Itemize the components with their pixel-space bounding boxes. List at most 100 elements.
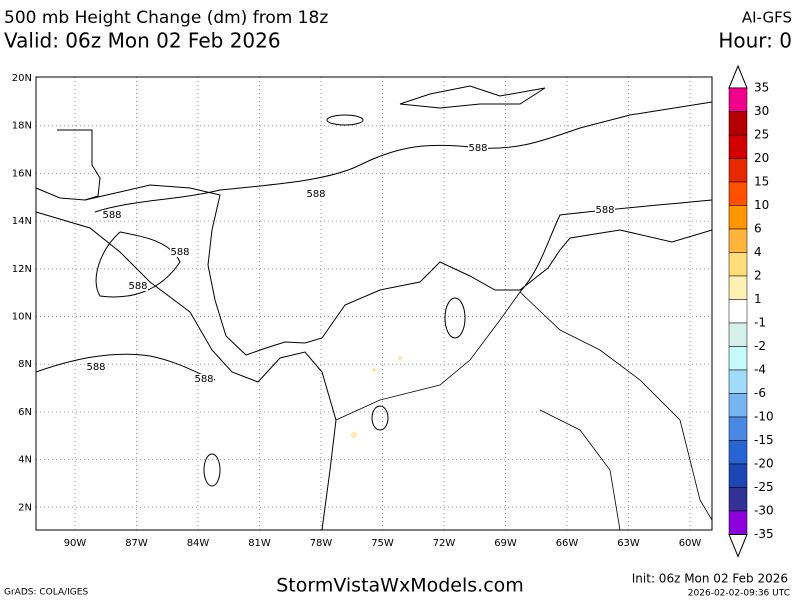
lat-label: 16N xyxy=(12,168,32,179)
contour-label: 588 xyxy=(194,374,213,385)
init-time: Init: 06z Mon 02 Feb 2026 xyxy=(632,572,788,586)
lon-label: 72W xyxy=(433,538,456,549)
contour-label-bg xyxy=(595,205,615,215)
colorbar-box xyxy=(728,158,748,183)
map-frame xyxy=(35,76,713,531)
shaded-dot xyxy=(372,368,376,372)
colorbar-box xyxy=(728,346,748,371)
colorbar-label: -35 xyxy=(754,527,774,541)
island xyxy=(203,453,221,487)
lon-label: 75W xyxy=(371,538,394,549)
lat-label: 6N xyxy=(18,407,32,418)
island xyxy=(326,114,364,126)
colorbar-label: 30 xyxy=(754,104,769,118)
title: 500 mb Height Change (dm) from 18z xyxy=(4,8,328,28)
lat-label: 4N xyxy=(18,455,32,466)
contour-label: 588 xyxy=(86,362,105,373)
colorbar-box xyxy=(728,275,748,300)
colorbar-label: -4 xyxy=(754,363,766,377)
colorbar-box xyxy=(728,181,748,206)
contour-label: 588 xyxy=(128,281,147,292)
lon-label: 84W xyxy=(187,538,210,549)
colorbar-label: -30 xyxy=(754,504,774,518)
border xyxy=(519,291,713,521)
island xyxy=(399,85,546,109)
lat-label: 14N xyxy=(12,216,32,227)
lat-label: 8N xyxy=(18,359,32,370)
contour-label-bg xyxy=(306,189,326,199)
colorbar-label: -1 xyxy=(754,316,766,330)
model: AI-GFS xyxy=(742,9,792,27)
lat-label: 20N xyxy=(12,73,32,84)
lon-label: 81W xyxy=(248,538,271,549)
colorbar-label: 6 xyxy=(754,222,762,236)
lat-label: 18N xyxy=(12,121,32,132)
contour-line xyxy=(95,231,181,298)
colorbar-box xyxy=(728,205,748,230)
colorbar-box xyxy=(728,252,748,277)
colorbar-box xyxy=(728,87,748,112)
lat-label: 12N xyxy=(12,264,32,275)
colorbar-label: -25 xyxy=(754,480,774,494)
colorbar-box xyxy=(728,416,748,441)
colorbar-label: 4 xyxy=(754,245,762,259)
colorbar-end xyxy=(728,534,748,558)
island xyxy=(371,405,389,431)
contour-line xyxy=(35,353,216,381)
colorbar-label: 1 xyxy=(754,292,762,306)
colorbar-label: 25 xyxy=(754,128,769,142)
shading xyxy=(351,356,402,438)
lon-label: 60W xyxy=(679,538,702,549)
contour-label-bg xyxy=(86,362,106,372)
colorbar-box xyxy=(728,322,748,347)
colorbar-label: -2 xyxy=(754,339,766,353)
contour-label-bg xyxy=(468,143,488,153)
colorbar-box xyxy=(728,228,748,253)
colorbar-box xyxy=(728,463,748,488)
lon-label: 63W xyxy=(617,538,640,549)
colorbar-box xyxy=(728,510,748,535)
generated-time: 2026-02-02-09:36 UTC xyxy=(688,589,790,599)
coastlines xyxy=(35,85,713,531)
contour-line xyxy=(94,101,713,213)
lon-label: 78W xyxy=(310,538,333,549)
coastline xyxy=(84,184,713,356)
coastline xyxy=(35,129,101,201)
contour-line xyxy=(519,199,713,293)
lon-label: 66W xyxy=(556,538,579,549)
colorbar-box xyxy=(728,134,748,159)
lon-label: 90W xyxy=(64,538,87,549)
contour-label: 588 xyxy=(595,205,614,216)
colorbar-box xyxy=(728,487,748,512)
contour-label-bg xyxy=(194,374,214,384)
contour-label-bg xyxy=(102,210,122,220)
colorbar: 35 30 25 20 15 10 6 4 2 1 -1 -2 -4 -6 -10 -15 -20 -25 -30 -… xyxy=(728,64,774,558)
map-labels: 20N 18N 16N 14N 12N 10N 8N 6N 4N 2N 90W 87W 84W 81W 78… xyxy=(12,73,702,549)
border xyxy=(335,291,521,421)
site: StormVistaWxModels.com xyxy=(276,575,524,597)
lake xyxy=(444,297,466,339)
colorbar-box xyxy=(728,393,748,418)
colorbar-label: 35 xyxy=(754,81,769,95)
graticule xyxy=(36,77,712,530)
colorbar-label: 15 xyxy=(754,175,769,189)
forecast-hour: Hour: 0 xyxy=(718,29,792,53)
lat-label: 2N xyxy=(18,502,32,513)
colorbar-box xyxy=(728,111,748,136)
contours xyxy=(35,101,713,381)
colorbar-end xyxy=(728,64,748,89)
shaded-dot xyxy=(351,432,357,438)
software: GrADS: COLA/IGES xyxy=(4,588,88,598)
contour-label-bg xyxy=(128,281,148,291)
colorbar-label: -10 xyxy=(754,410,774,424)
colorbar-label: -6 xyxy=(754,386,766,400)
colorbar-label: 2 xyxy=(754,269,762,283)
contour-label: 588 xyxy=(306,189,325,200)
colorbar-label: -15 xyxy=(754,433,774,447)
contour-label: 588 xyxy=(170,247,189,258)
contour-label: 588 xyxy=(102,210,121,221)
coastline xyxy=(35,211,337,531)
colorbar-box xyxy=(728,299,748,324)
